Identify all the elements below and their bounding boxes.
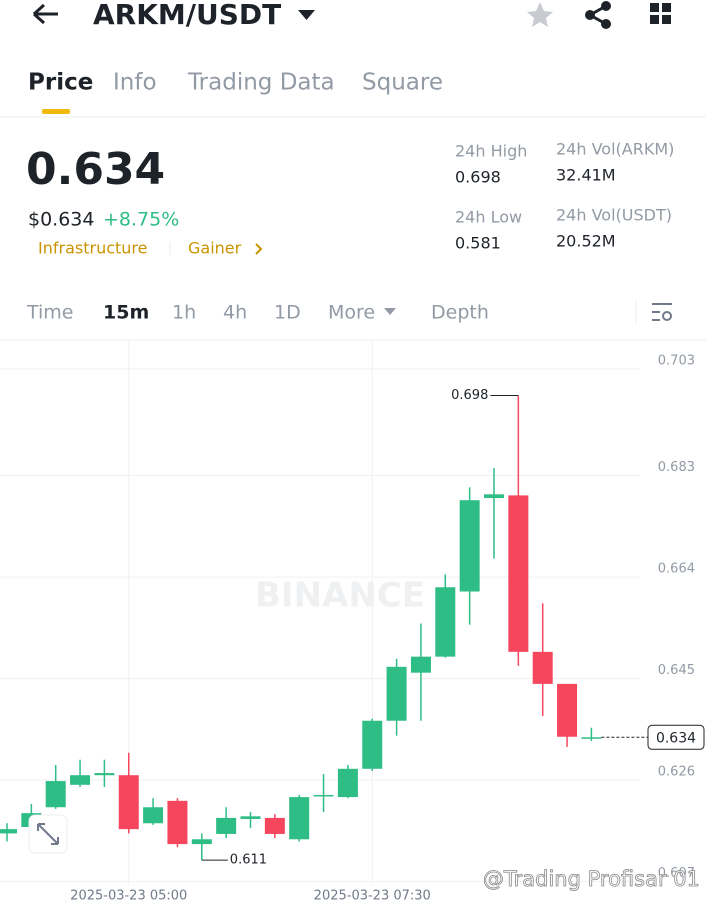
interval[interactable]: 1D [274,302,301,324]
tab-indicator [42,109,70,114]
candle-body [216,817,237,834]
chart-settings-icon[interactable] [652,303,672,321]
candle-body [289,797,310,840]
candle-body [94,773,115,776]
interval[interactable]: More [328,302,375,324]
candle-body [557,683,578,737]
interval[interactable]: Depth [431,302,489,324]
y-tick-label: 0.645 [658,663,695,678]
interval[interactable]: 1h [172,302,196,324]
y-tick-label: 0.607 [658,866,695,881]
stat-value: 32.41M [556,166,616,185]
stat-value: 0.581 [455,234,501,253]
tag[interactable]: Gainer [188,239,242,258]
candle-body [45,781,66,808]
y-tick-label: 0.626 [658,765,695,780]
tab[interactable]: Square [362,70,443,96]
price-usd: $0.634 [28,209,94,231]
high-annotation: 0.698 [451,388,488,403]
pair-dropdown[interactable] [298,10,315,20]
watermark: BINANCE [255,576,425,616]
interval[interactable]: Time [26,302,74,324]
stat-label: 24h Vol(ARKM) [556,140,674,159]
tab[interactable]: Info [113,70,157,96]
last-price-box [647,724,705,750]
stat-label: 24h Low [455,208,522,227]
menu-icon[interactable] [650,3,671,24]
candle-body [264,817,285,834]
stat-label: 24h High [455,142,527,161]
credit: @Trading Profisar 01 [483,867,700,891]
candle-body [508,495,529,652]
candle-body [313,794,334,797]
candle-body [459,500,480,592]
last-price-tag: 0.634 [656,730,696,746]
last-price: 0.634 [26,144,165,195]
candle-body [0,829,17,834]
candle-body [240,816,261,819]
stat-value: 0.698 [455,168,501,187]
candle-body [337,768,358,798]
stat-label: 24h Vol(USDT) [556,206,672,225]
x-tick-label: 2025-03-23 07:30 [314,889,431,902]
tag-arrow [255,243,263,255]
favorite-icon[interactable] [527,2,553,27]
candle-body [118,775,139,830]
candle-body [581,737,602,739]
candle-body [410,656,431,673]
candle-body [191,839,212,845]
share-icon[interactable] [585,1,611,29]
more-dropdown[interactable] [384,308,396,315]
chart: 0.703 0.683 0.664 0.645 0.626 0.607 2025-03-23… [0,340,705,902]
candle-body [435,587,456,657]
back-button[interactable] [32,3,58,25]
candle-body [362,720,383,769]
candle-body [386,666,407,721]
candle-body [532,651,553,684]
y-tick-label: 0.664 [658,562,695,577]
interval[interactable]: 15m [103,302,149,324]
candle-body [70,775,91,785]
price-change: +8.75% [103,209,179,231]
x-tick-label: 2025-03-23 05:00 [70,889,187,902]
stat-value: 20.52M [556,232,616,251]
tab[interactable]: Trading Data [187,70,335,96]
tag[interactable]: Infrastructure [38,239,147,258]
expand-button[interactable] [28,814,68,854]
candle-body [167,800,188,845]
interval[interactable]: 4h [223,302,247,324]
candle-body [143,807,164,824]
low-annotation: 0.611 [230,853,267,868]
y-tick-label: 0.703 [658,353,695,368]
y-tick-label: 0.683 [658,460,695,475]
tab[interactable]: Price [28,70,93,96]
pair-title[interactable]: ARKM/USDT [93,0,281,31]
candle-body [484,494,504,499]
